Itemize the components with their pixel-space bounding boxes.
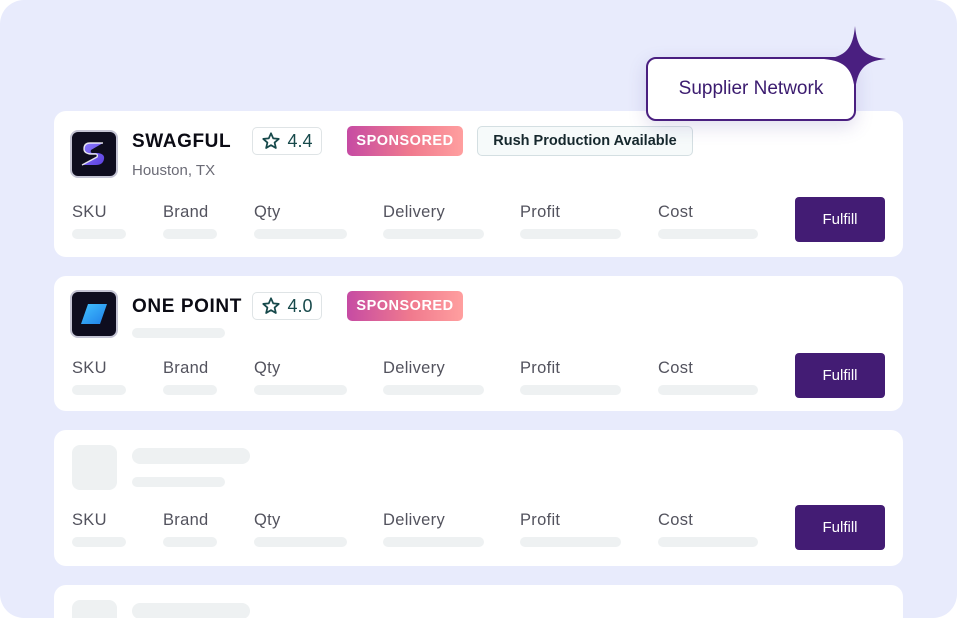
sku-placeholder — [72, 229, 126, 239]
logo-placeholder — [72, 600, 117, 618]
fulfill-button[interactable]: Fulfill — [795, 353, 885, 398]
profit-placeholder — [520, 537, 621, 547]
supplier-card-one-point: ONE POINT 4.0 SPONSORED SKU Brand Qty De… — [54, 276, 903, 411]
name-placeholder — [132, 448, 250, 464]
sponsored-badge: SPONSORED — [347, 291, 463, 321]
column-label-qty: Qty — [254, 511, 281, 529]
brand-placeholder — [163, 385, 217, 395]
star-icon — [262, 132, 281, 149]
rating-value: 4.0 — [287, 295, 313, 316]
supplier-network-badge: Supplier Network — [646, 57, 856, 121]
column-label-qty: Qty — [254, 203, 281, 221]
cost-placeholder — [658, 385, 758, 395]
column-label-cost: Cost — [658, 359, 694, 377]
sku-placeholder — [72, 385, 126, 395]
rush-production-tag: Rush Production Available — [477, 126, 693, 156]
one-point-logo-icon — [70, 290, 118, 338]
name-placeholder — [132, 603, 250, 618]
qty-placeholder — [254, 385, 347, 395]
column-label-cost: Cost — [658, 203, 694, 221]
cost-placeholder — [658, 229, 758, 239]
profit-placeholder — [520, 229, 621, 239]
column-label-delivery: Delivery — [383, 511, 445, 529]
location-placeholder — [132, 477, 225, 487]
column-label-sku: SKU — [72, 203, 107, 221]
column-label-delivery: Delivery — [383, 203, 445, 221]
fulfill-button[interactable]: Fulfill — [795, 197, 885, 242]
qty-placeholder — [254, 229, 347, 239]
sparkle-icon — [824, 26, 886, 92]
column-label-qty: Qty — [254, 359, 281, 377]
swagful-logo-icon — [70, 130, 118, 178]
supplier-card-swagful: SWAGFUL Houston, TX 4.4 SPONSORED Rush P… — [54, 111, 903, 257]
column-label-brand: Brand — [163, 359, 209, 377]
delivery-placeholder — [383, 229, 484, 239]
supplier-card-loading-partial — [54, 585, 903, 618]
qty-placeholder — [254, 537, 347, 547]
rating-badge: 4.0 — [252, 292, 322, 320]
column-label-profit: Profit — [520, 203, 561, 221]
rating-value: 4.4 — [287, 130, 313, 151]
sku-placeholder — [72, 537, 126, 547]
column-label-sku: SKU — [72, 359, 107, 377]
star-icon — [262, 297, 281, 314]
sponsored-badge: SPONSORED — [347, 126, 463, 156]
column-label-brand: Brand — [163, 203, 209, 221]
supplier-name: SWAGFUL — [132, 131, 232, 152]
supplier-card-loading: SKU Brand Qty Delivery Profit Cost Fulfi… — [54, 430, 903, 566]
cost-placeholder — [658, 537, 758, 547]
brand-placeholder — [163, 229, 217, 239]
location-placeholder — [132, 328, 225, 338]
brand-placeholder — [163, 537, 217, 547]
column-label-profit: Profit — [520, 511, 561, 529]
column-label-profit: Profit — [520, 359, 561, 377]
logo-placeholder — [72, 445, 117, 490]
column-label-delivery: Delivery — [383, 359, 445, 377]
fulfill-button[interactable]: Fulfill — [795, 505, 885, 550]
rating-badge: 4.4 — [252, 127, 322, 155]
delivery-placeholder — [383, 537, 484, 547]
supplier-name: ONE POINT — [132, 296, 242, 317]
delivery-placeholder — [383, 385, 484, 395]
column-label-sku: SKU — [72, 511, 107, 529]
column-label-cost: Cost — [658, 511, 694, 529]
profit-placeholder — [520, 385, 621, 395]
column-label-brand: Brand — [163, 511, 209, 529]
supplier-location: Houston, TX — [132, 162, 216, 179]
